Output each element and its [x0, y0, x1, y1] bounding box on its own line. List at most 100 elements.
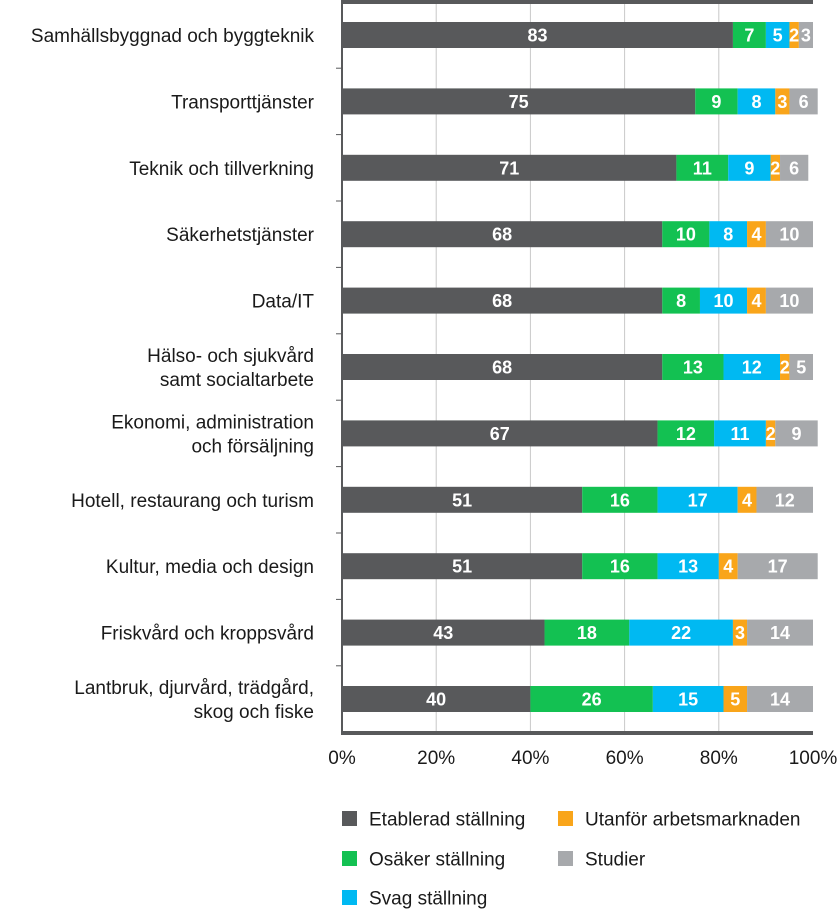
data-label: 9: [744, 158, 754, 178]
bar-segment: [342, 486, 583, 513]
data-label: 83: [527, 26, 547, 46]
category-label-line: Hotell, restaurang och turism: [71, 491, 314, 512]
data-label: 5: [730, 690, 740, 710]
data-label: 10: [713, 291, 733, 311]
bar-segment: [582, 486, 658, 513]
bar-segment: [780, 154, 809, 181]
bar-segment: [652, 686, 724, 712]
data-label: 15: [678, 690, 698, 710]
bar-segment: [765, 420, 776, 447]
data-label: 8: [751, 92, 761, 112]
legend-label: Svag ställning: [369, 889, 487, 909]
category-label: Kultur, media och design: [106, 557, 314, 578]
legend-swatch: [342, 890, 357, 905]
bar-segment: [709, 221, 748, 248]
bar-segment: [695, 88, 738, 115]
legend-label: Osäker ställning: [369, 850, 505, 871]
bar-segment: [775, 88, 790, 115]
category-label-line: Hälso- och sjukvård: [147, 346, 314, 367]
data-label: 13: [678, 557, 698, 577]
bar-segment: [747, 686, 813, 712]
legend: Etablerad ställning Utanför arbetsmarknad…: [342, 810, 800, 909]
data-label: 17: [688, 490, 708, 510]
bar-segment: [747, 221, 766, 248]
data-label: 10: [779, 291, 799, 311]
bar-segment: [756, 486, 813, 513]
category-label: Hälso- och sjukvård samt socialtarbete: [147, 346, 314, 391]
bar-segment: [657, 553, 719, 580]
bar-segment: [662, 354, 724, 380]
bar-segment: [718, 553, 738, 580]
bottom-border: [342, 731, 813, 735]
bar-segment: [737, 553, 818, 580]
data-label: 9: [792, 424, 802, 444]
bar-segment: [728, 154, 771, 181]
data-label: 26: [582, 690, 602, 710]
x-tick-label: 60%: [606, 748, 644, 769]
bar-segment: [737, 486, 757, 513]
bar-segment: [342, 420, 658, 447]
bar-segment: [662, 221, 710, 248]
category-label-line: Data/IT: [252, 292, 315, 313]
data-label: 16: [610, 490, 630, 510]
bar-segment: [342, 354, 663, 380]
category-label-line: Friskvård och kroppsvård: [101, 624, 314, 645]
data-label: 2: [766, 424, 776, 444]
bar-segment: [657, 486, 738, 513]
category-label: Lantbruk, djurvård, trädgård, skog och fi…: [74, 678, 314, 723]
data-label: 5: [773, 26, 783, 46]
data-label: 7: [744, 26, 754, 46]
data-label: 71: [499, 158, 519, 178]
bar-segment: [662, 287, 700, 314]
legend-label: Studier: [585, 850, 646, 871]
bar-segment: [747, 287, 766, 314]
bar-segment: [699, 287, 748, 314]
data-label: 3: [801, 26, 811, 46]
bar-segment: [737, 88, 776, 115]
data-label: 68: [492, 291, 512, 311]
axes: [336, 0, 813, 735]
bar-segment: [723, 354, 781, 380]
data-label: 12: [742, 358, 762, 378]
data-label: 11: [730, 424, 749, 444]
bar-segment: [342, 686, 531, 712]
data-label: 6: [799, 92, 809, 112]
bar-segment: [732, 22, 766, 48]
category-labels: Samhällsbyggnad och byggteknik Transportt…: [31, 26, 315, 723]
category-label: Data/IT: [252, 292, 315, 313]
data-label: 16: [610, 557, 630, 577]
category-label-line: Ekonomi, administration: [111, 412, 314, 433]
bar-segment: [723, 686, 748, 712]
x-tick-label: 20%: [417, 748, 455, 769]
data-label: 8: [723, 225, 733, 245]
category-label-line: Transporttjänster: [171, 92, 315, 113]
data-label: 4: [751, 291, 761, 311]
bar-segment: [530, 686, 653, 712]
data-label: 3: [735, 623, 745, 643]
bar-segment: [342, 88, 696, 115]
x-tick-label: 40%: [511, 748, 549, 769]
bar-segment: [657, 420, 715, 447]
data-label: 67: [490, 424, 510, 444]
bar-segment: [789, 22, 799, 48]
data-label: 9: [711, 92, 721, 112]
bar-segment: [770, 154, 781, 181]
legend-swatch: [558, 811, 573, 826]
category-label-line: skog och fiske: [194, 702, 314, 723]
category-label: Transporttjänster: [171, 92, 315, 113]
bar-segment: [747, 619, 813, 646]
category-label: Säkerhetstjänster: [166, 225, 315, 246]
data-label: 10: [779, 225, 799, 245]
bar-segment: [798, 22, 813, 48]
legend-swatch: [342, 851, 357, 866]
data-label: 2: [770, 158, 780, 178]
x-tick-label: 80%: [700, 748, 738, 769]
data-label: 4: [751, 225, 761, 245]
bar-segment: [676, 154, 729, 181]
category-label: Friskvård och kroppsvård: [101, 624, 314, 645]
data-label: 68: [492, 225, 512, 245]
bar-segment: [732, 619, 748, 646]
data-label: 68: [492, 358, 512, 378]
category-label: Teknik och tillverkning: [129, 159, 314, 180]
